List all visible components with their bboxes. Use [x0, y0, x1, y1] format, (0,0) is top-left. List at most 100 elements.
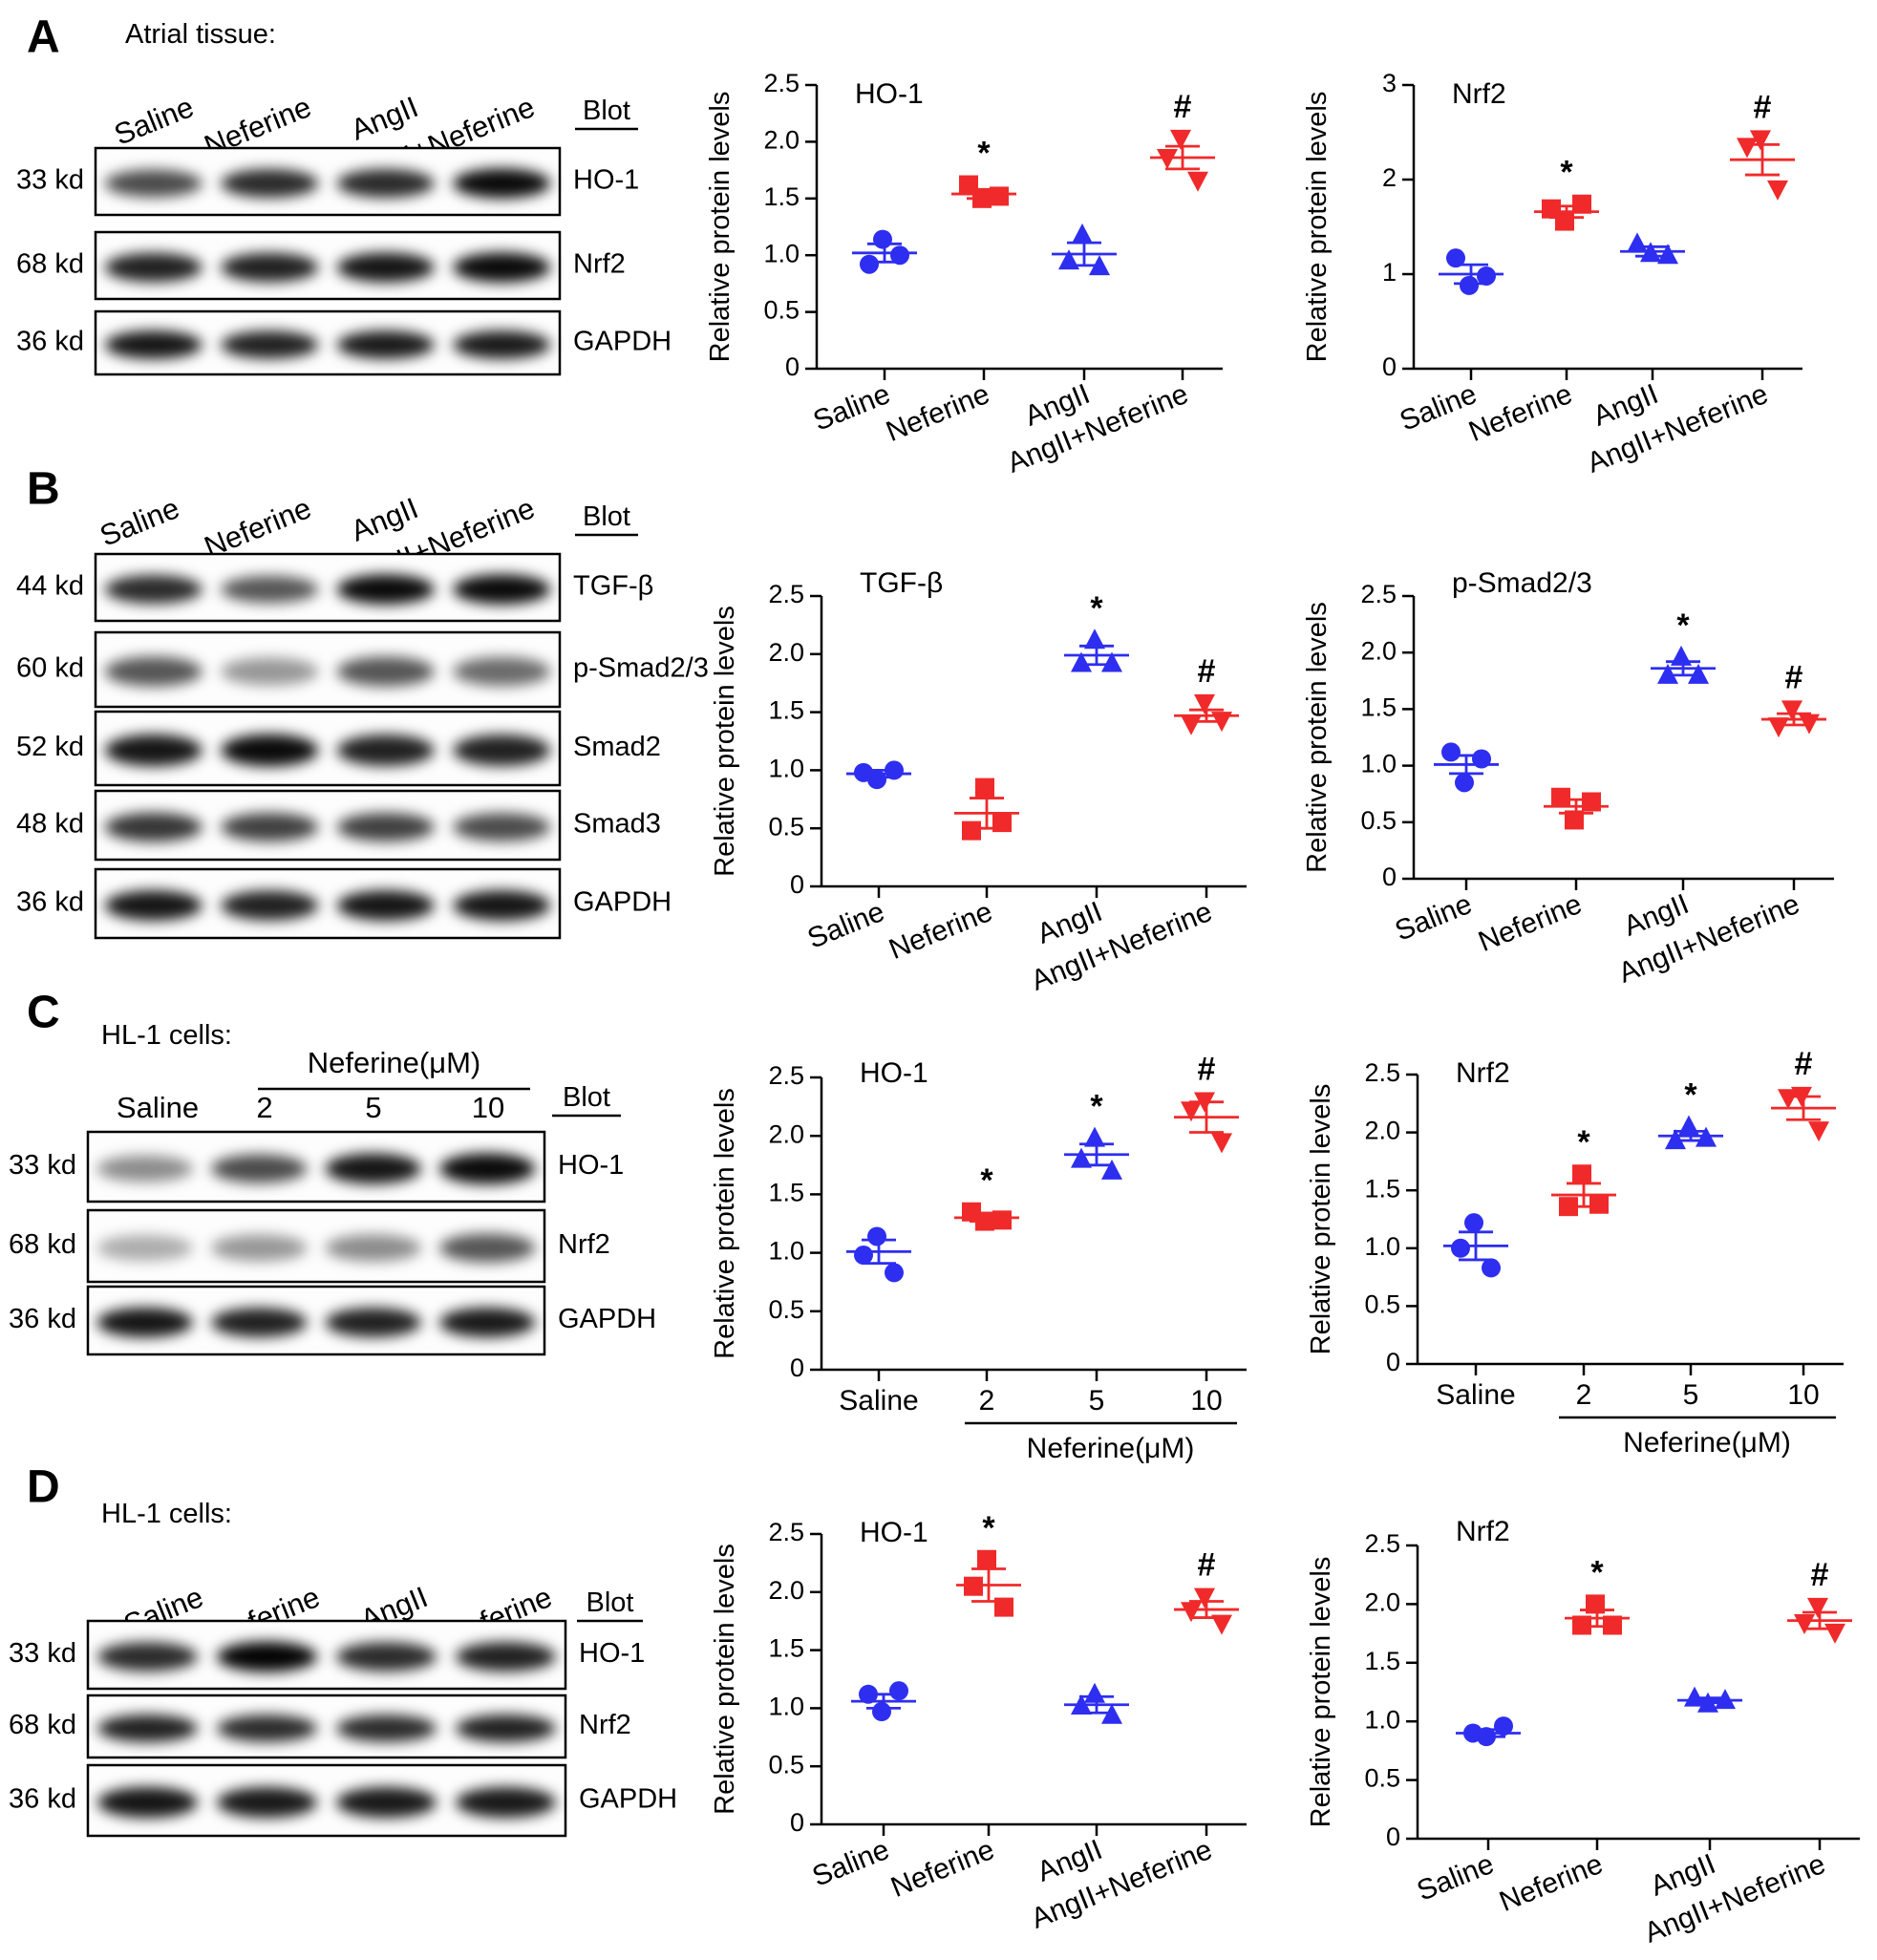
significance-mark: #: [1174, 89, 1192, 125]
protein-label: GAPDH: [573, 327, 672, 357]
y-tick-label: 2.0: [768, 1119, 804, 1148]
y-axis-label: Relative protein levels: [710, 1088, 740, 1359]
series-Saline: [846, 760, 911, 790]
blot-band: [453, 735, 551, 766]
significance-mark: *: [1090, 590, 1103, 627]
y-tick-label: 1.5: [768, 1634, 804, 1663]
protein-label: HO-1: [558, 1150, 624, 1181]
chart-title: Nrf2: [1452, 78, 1506, 110]
y-tick-label: 0: [790, 870, 804, 899]
protein-label: Nrf2: [558, 1229, 610, 1260]
blot-row: 68 kd Nrf2: [9, 1208, 610, 1284]
blot-band: [439, 1233, 536, 1263]
data-point: [890, 245, 909, 266]
y-axis-label: Relative protein levels: [710, 606, 740, 877]
series-Saline: [851, 1681, 916, 1722]
y-tick-label: 0.5: [768, 812, 804, 841]
data-point: [992, 1210, 1012, 1230]
y-tick-label: 2.0: [768, 1576, 804, 1605]
blot-header: Blot: [583, 96, 630, 126]
x-tick-label: Neferine: [1495, 1848, 1608, 1918]
series-10: #: [1174, 1051, 1239, 1154]
molecular-weight-label: 48 kd: [16, 809, 84, 840]
y-tick-label: 0: [785, 352, 800, 381]
y-tick-label: 0: [1386, 1822, 1400, 1851]
western-blot-C: HL-1 cells: Neferine(μM) Saline 2 5 10 Blot 33 …: [9, 1020, 656, 1356]
data-point: [1696, 1126, 1717, 1147]
series-AngII+Neferine: #: [1150, 89, 1215, 192]
data-point: [1084, 1682, 1105, 1703]
chart-title: Nrf2: [1456, 1516, 1510, 1547]
blot-band: [456, 1715, 556, 1742]
blot-band: [96, 1234, 193, 1262]
y-tick-label: 1.0: [768, 755, 804, 783]
x-tick-label: 2: [1576, 1379, 1592, 1411]
blot-band: [221, 330, 319, 359]
blot-row: 36 kd GAPDH: [9, 1763, 677, 1838]
x-tick-label: Neferine: [886, 1834, 999, 1904]
blot-band: [336, 330, 435, 359]
blot-band: [97, 1642, 198, 1672]
data-point: [1697, 1692, 1718, 1713]
y-tick-label: 2.0: [1364, 1588, 1400, 1617]
molecular-weight-label: 44 kd: [16, 571, 84, 602]
blot-band: [104, 656, 203, 687]
data-point: [1589, 1194, 1609, 1214]
data-point: [1799, 714, 1820, 735]
series-AngII+Neferine: #: [1787, 1557, 1852, 1644]
significance-mark: *: [982, 1510, 995, 1546]
molecular-weight-label: 68 kd: [16, 249, 84, 280]
data-point: [1494, 1716, 1513, 1736]
x-tick-label: Saline: [1436, 1379, 1515, 1411]
blot-row: 48 kd Smad3: [16, 789, 661, 862]
series-AngII: *: [1651, 607, 1716, 684]
blot-row: 33 kd HO-1: [16, 146, 639, 217]
y-axis-label: Relative protein levels: [1306, 1557, 1336, 1828]
data-point: [990, 186, 1009, 206]
y-axis-label: Relative protein levels: [1302, 602, 1333, 873]
y-tick-label: 1.5: [768, 1179, 804, 1207]
data-point: [1455, 773, 1474, 793]
data-point: [1657, 244, 1678, 265]
data-point: [1559, 1197, 1578, 1217]
series-Saline: [846, 1226, 911, 1283]
molecular-weight-label: 33 kd: [9, 1150, 76, 1181]
blot-band: [336, 656, 435, 687]
blot-band: [96, 1155, 193, 1182]
protein-label: GAPDH: [558, 1304, 656, 1334]
series-Neferine: [954, 778, 1019, 841]
treatment-label: Neferine(μM): [308, 1046, 481, 1079]
blot-band: [336, 890, 435, 921]
blot-band: [325, 1153, 421, 1184]
data-point: [1071, 1147, 1092, 1168]
y-tick-label: 2.0: [763, 126, 800, 155]
blot-band: [96, 1307, 193, 1338]
significance-mark: *: [1684, 1077, 1697, 1114]
data-point: [1089, 255, 1110, 276]
blot-band: [97, 1715, 198, 1742]
x-tick-label: Neferine: [1474, 888, 1587, 958]
blot-row: 68 kd Nrf2: [9, 1694, 631, 1759]
molecular-weight-label: 33 kd: [16, 165, 84, 196]
data-point: [977, 1549, 996, 1569]
y-tick-label: 0: [790, 1353, 804, 1382]
y-tick-label: 1.5: [1364, 1174, 1400, 1203]
data-point: [1551, 787, 1570, 807]
x-tick-label: Saline: [839, 1385, 918, 1417]
y-tick-label: 0.5: [1364, 1290, 1400, 1319]
x-tick-label: Neferine: [882, 378, 994, 448]
y-axis-label: Relative protein levels: [1302, 92, 1333, 363]
data-point: [1781, 700, 1802, 721]
series-5: *: [1658, 1077, 1723, 1150]
blot-band: [97, 1786, 198, 1819]
blot-band: [456, 1642, 556, 1672]
data-point: [1477, 266, 1496, 286]
data-point: [1678, 1115, 1699, 1136]
significance-mark: *: [1676, 607, 1690, 644]
western-blot-D: HL-1 cells:SalineNeferineAngIIAngII+Nefe…: [9, 1499, 677, 1838]
data-point: [1194, 1092, 1215, 1113]
blot-subtitle: HL-1 cells:: [101, 1499, 232, 1529]
significance-mark: *: [1560, 155, 1573, 191]
x-tick-label: Saline: [808, 1834, 894, 1893]
data-point: [1671, 645, 1692, 666]
